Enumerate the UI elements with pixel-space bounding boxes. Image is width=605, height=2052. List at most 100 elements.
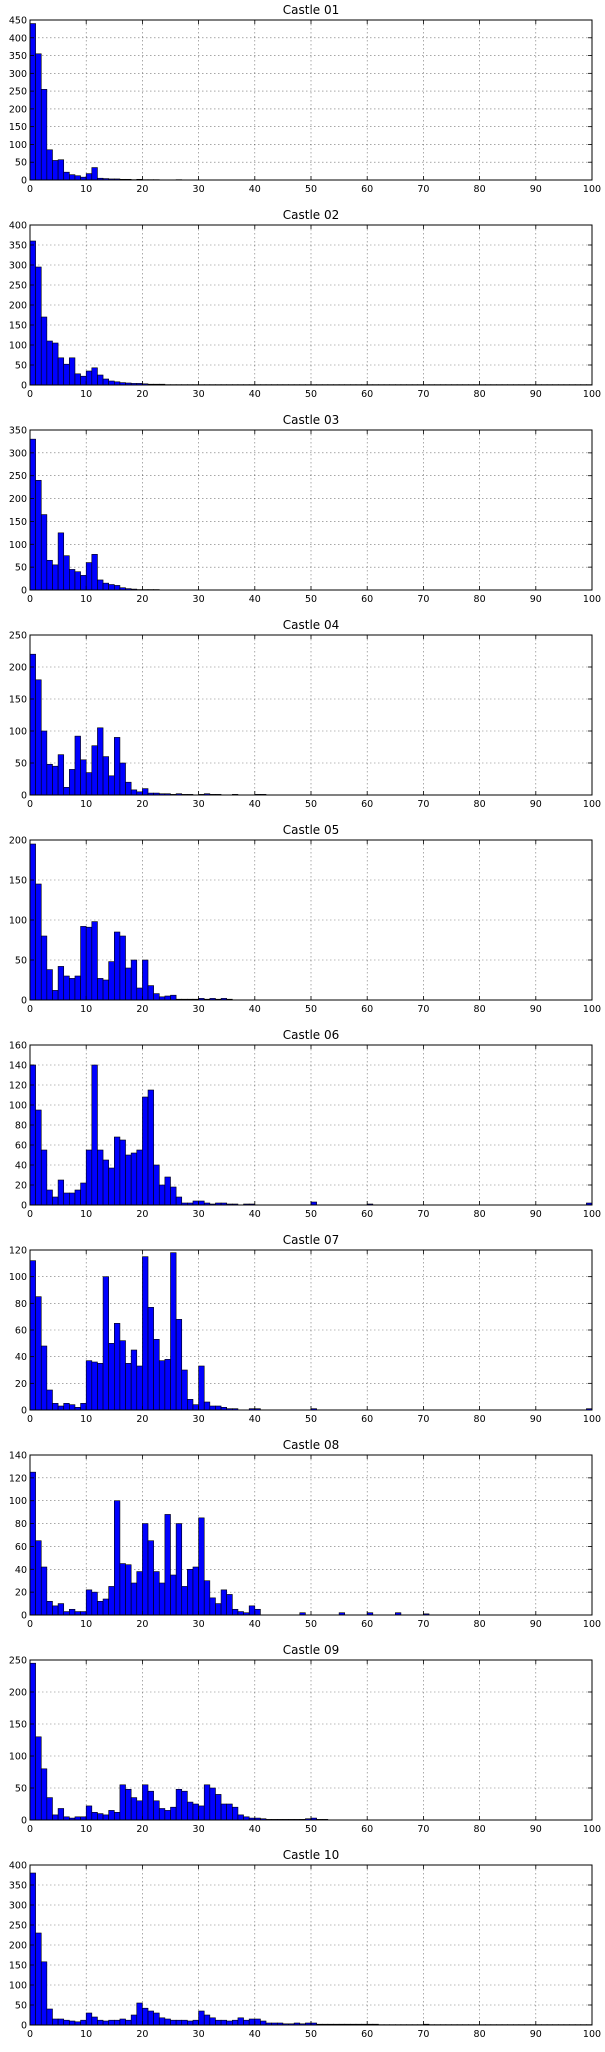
histogram-bar [119,1563,126,1616]
histogram-bar [136,1365,143,1411]
x-tick-label: 90 [530,1619,542,1630]
histogram-bar [74,975,81,1001]
x-tick-label: 70 [417,1824,429,1835]
histogram-bar [125,2019,132,2026]
histogram-bar [198,1365,205,1411]
y-tick-label: 50 [15,1784,27,1795]
y-tick-label: 350 [9,241,27,252]
x-tick-label: 50 [305,799,317,810]
x-tick-label: 100 [583,1619,601,1630]
histogram-bar [158,1582,166,1616]
histogram-bar [136,2002,143,2026]
histogram-bar [91,1361,98,1411]
histogram-bar [35,266,42,386]
histogram-bar [69,1404,76,1411]
y-tick-label: 250 [9,1921,27,1932]
y-tick-label: 100 [9,540,27,551]
histogram-bar [108,1167,115,1206]
histogram-bar [164,1514,171,1616]
histogram-chart: Castle 08 0 10 20 30 40 50 60 70 80 90 100 0 20 40 60 80… [9,1438,601,1630]
histogram-bar [69,357,76,386]
histogram-bar [57,357,65,386]
x-tick-label: 70 [417,1209,429,1220]
histogram-bar [35,479,42,591]
y-tick-label: 150 [9,1720,27,1731]
x-tick-label: 70 [417,799,429,810]
x-tick-label: 60 [361,1824,373,1835]
y-tick-label: 80 [15,1519,27,1530]
y-tick-label: 400 [9,33,27,44]
histogram-chart: Castle 05 0 10 20 30 40 50 60 70 80 90 100 0 50 100 150… [9,823,601,1015]
y-tick-label: 40 [15,1352,27,1363]
histogram-bar [29,1260,36,1411]
histogram-bar [74,373,81,386]
x-tick-label: 90 [530,799,542,810]
x-tick-label: 30 [193,1824,205,1835]
x-tick-label: 60 [361,184,373,195]
histogram-bar [108,584,115,591]
histogram-bar [63,1611,70,1616]
histogram-bar [130,1797,138,1821]
x-tick-label: 90 [530,184,542,195]
histogram-bar [232,2019,239,2026]
histogram-bar [215,1603,222,1616]
x-tick-label: 0 [27,1619,33,1630]
y-tick-label: 0 [21,2021,27,2032]
histogram-bar [69,569,76,591]
histogram-bar [80,926,87,1001]
histogram-bar [80,2019,87,2026]
histogram-bar [57,159,65,181]
chart-title: Castle 04 [283,618,340,632]
y-tick-label: 150 [9,122,27,133]
x-tick-label: 50 [305,1824,317,1835]
histogram-chart: Castle 06 0 10 20 30 40 50 60 70 80 90 100 0 20 40 60 80… [9,1028,601,1220]
histogram-bar [29,1064,36,1206]
y-tick-label: 200 [9,1941,27,1952]
histogram-bar [198,2010,205,2026]
histogram-bar [153,1571,160,1616]
histogram-bar [63,171,70,181]
histogram-bar [220,1589,228,1616]
y-tick-label: 20 [15,1588,27,1599]
histogram-bar [187,1399,194,1411]
x-tick-label: 80 [474,1824,486,1835]
x-tick-label: 10 [80,1619,92,1630]
histogram-bar [220,1803,228,1821]
histogram-bar [226,1803,233,1821]
histogram-bar [142,1096,149,1206]
y-tick-label: 160 [9,1041,27,1052]
x-tick-label: 60 [361,594,373,605]
histogram-bar [97,1600,104,1616]
y-tick-label: 100 [9,916,27,927]
y-tick-label: 250 [9,631,27,642]
histogram-bar [175,2019,183,2026]
x-tick-label: 100 [583,389,601,400]
x-tick-label: 90 [530,1824,542,1835]
histogram-bar [114,737,121,796]
y-tick-label: 140 [9,1061,27,1072]
histogram-chart: Castle 03 0 10 20 30 40 50 60 70 80 90 100 0 50 100 150… [9,413,601,605]
y-tick-label: 20 [15,1379,27,1390]
histogram-bar [85,1589,93,1616]
histogram-bar [63,975,70,1001]
x-tick-label: 0 [27,389,33,400]
histogram-bar [46,763,53,796]
x-tick-label: 100 [583,799,601,810]
x-tick-label: 100 [583,1824,601,1835]
histogram-bar [215,1794,222,1821]
x-tick-label: 0 [27,184,33,195]
histogram-bar [158,1360,166,1411]
histogram-bar [52,342,59,386]
histogram-bar [46,559,53,591]
y-tick-label: 200 [9,494,27,505]
x-tick-label: 80 [474,2029,486,2040]
y-tick-label: 300 [9,69,27,80]
x-tick-label: 10 [80,1209,92,1220]
histogram-bar [130,1582,138,1616]
y-tick-label: 120 [9,1246,27,1257]
x-tick-label: 70 [417,1619,429,1630]
histogram-bar [102,979,109,1001]
y-tick-label: 0 [21,586,27,597]
histogram-bar [153,1164,160,1206]
histogram-bar [215,2019,222,2026]
